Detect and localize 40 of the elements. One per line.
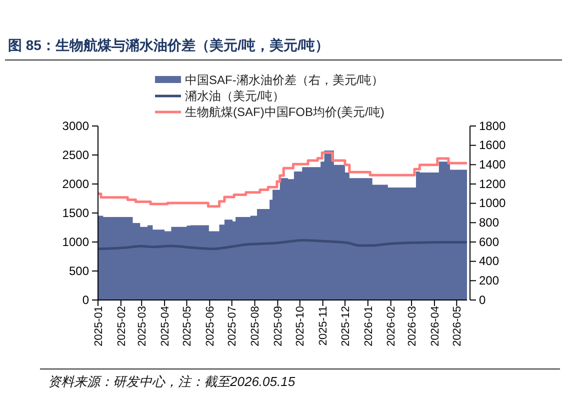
y-tick-label: 1000 — [62, 234, 90, 249]
x-tick-label: 2026-05 — [451, 306, 464, 346]
y-tick-label: 3000 — [62, 118, 90, 133]
legend-label: 潲水油（美元/吨） — [185, 89, 284, 103]
text: 资料来源：研发中心，注：截至2026.05.15 — [48, 374, 296, 389]
x-tick-label: 2025-07 — [226, 306, 239, 346]
y-tick-label: 0 — [82, 292, 90, 307]
x-tick-label: 2025-08 — [250, 306, 262, 346]
y2-tick-label: 1000 — [479, 196, 506, 210]
x-tick-label: 2025-12 — [340, 306, 352, 346]
x-tick-label: 2026-04 — [429, 306, 442, 346]
x-tick-label: 2025-10 — [294, 306, 307, 346]
y2-tick-label: 200 — [479, 274, 500, 288]
x-tick-label: 2025-06 — [204, 306, 217, 346]
y2-tick-label: 600 — [479, 234, 500, 249]
y2-tick-label: 0 — [479, 292, 486, 307]
y-tick-label: 2500 — [62, 148, 90, 162]
x-tick-label: 2025-03 — [136, 306, 148, 346]
y2-tick-label: 1600 — [479, 138, 506, 152]
legend-label: 中国SAF-潲水油价差（右，美元/吨） — [185, 73, 384, 87]
x-tick-label: 2025-09 — [272, 306, 285, 346]
x-tick-label: 2026-03 — [406, 306, 418, 346]
x-tick-label: 2025-02 — [116, 306, 128, 346]
legend-label: 生物航煤(SAF)中国FOB均价(美元/吨) — [185, 105, 384, 119]
x-tick-label: 2025-11 — [318, 306, 330, 346]
y2-tick-label: 400 — [479, 254, 500, 268]
chart-title: 图 85：生物航煤与潲水油价差（美元/吨，美元/吨） — [8, 37, 330, 53]
x-tick-label: 2025-05 — [182, 306, 194, 346]
line-series — [96, 239, 468, 250]
x-tick-label: 2025-01 — [92, 306, 105, 346]
x-tick-label: 2025-04 — [159, 306, 172, 346]
y-tick-label: 500 — [68, 264, 90, 278]
y2-tick-label: 1800 — [479, 118, 506, 133]
x-tick-label: 2026-02 — [386, 306, 398, 346]
y2-tick-label: 1400 — [479, 158, 506, 172]
y2-tick-label: 800 — [479, 216, 500, 230]
y2-tick-label: 1200 — [479, 176, 506, 191]
y-tick-label: 1500 — [62, 206, 90, 220]
y-tick-label: 2000 — [62, 176, 90, 191]
x-tick-label: 2026-01 — [362, 306, 375, 346]
